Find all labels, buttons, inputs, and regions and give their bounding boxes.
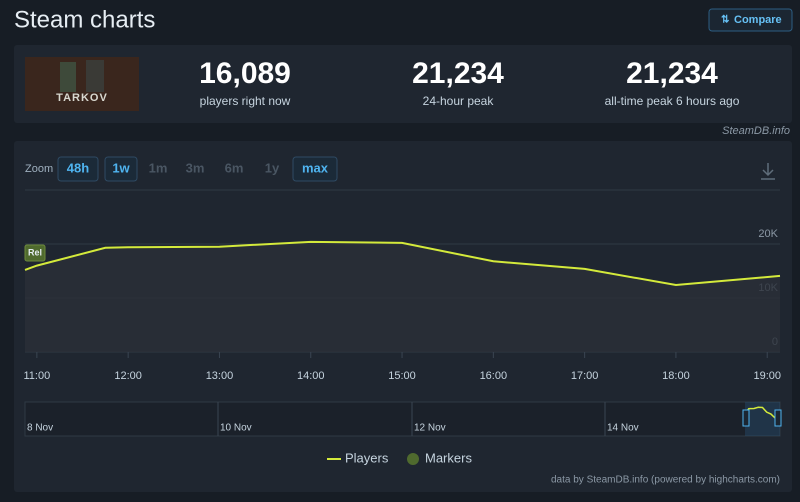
x-tick-label: 17:00 [571, 370, 599, 382]
game-image-text: TARKOV [56, 92, 108, 104]
x-tick-label: 14:00 [297, 370, 325, 382]
stat-label: players right now [200, 94, 291, 108]
legend-swatch [407, 453, 419, 465]
x-tick-label: 11:00 [24, 370, 51, 382]
x-tick-label: 15:00 [388, 370, 416, 382]
legend-label[interactable]: Markers [425, 450, 472, 465]
game-image-tint [25, 57, 139, 111]
zoom-option[interactable]: 1y [265, 160, 280, 175]
zoom-option[interactable]: 1w [112, 160, 130, 175]
zoom-button[interactable] [57, 156, 99, 182]
zoom-option[interactable]: 3m [186, 160, 205, 175]
navigator-label: 8 Nov [27, 423, 53, 434]
chart-credit[interactable]: data by SteamDB.info (powered by highcha… [551, 475, 780, 486]
navigator-handle[interactable] [742, 409, 750, 427]
x-tick-label: 16:00 [480, 370, 508, 382]
zoom-label: Zoom [25, 163, 53, 175]
series-line [24, 240, 781, 287]
compare-label[interactable]: Compare [734, 14, 782, 26]
page-title: Steam charts [14, 6, 155, 33]
marker-flag[interactable] [24, 244, 46, 262]
zoom-option[interactable]: max [302, 160, 329, 175]
stats-panel [14, 45, 792, 123]
navigator-label: 12 Nov [414, 423, 446, 434]
compare-icon: ⇅ [721, 15, 730, 26]
marker-label: Rel [28, 247, 42, 257]
zoom-button[interactable] [292, 156, 338, 182]
source-link[interactable]: SteamDB.info [722, 125, 790, 137]
chart: 010K20K11:0012:0013:0014:0015:0016:0017:… [24, 189, 782, 486]
stat-value: 21,234 [626, 57, 718, 90]
x-tick-label: 13:00 [206, 370, 234, 382]
x-tick-label: 19:00 [753, 370, 781, 382]
stat-label: all-time peak 6 hours ago [605, 94, 740, 108]
compare-button[interactable] [708, 8, 793, 32]
stat-value: 16,089 [199, 57, 291, 90]
navigator-label: 14 Nov [607, 423, 639, 434]
game-image [25, 57, 139, 111]
stats: 16,089 players right now 21,234 24-hour pea… [199, 57, 740, 108]
zoom-buttons: 48h 1w 1m 3m 6m 1y max [57, 156, 338, 182]
x-tick-label: 18:00 [662, 370, 690, 382]
zoom-option[interactable]: 6m [225, 160, 244, 175]
zoom-option[interactable]: 1m [149, 160, 168, 175]
game-image-figure [86, 60, 104, 92]
zoom-option[interactable]: 48h [67, 160, 89, 175]
stat-label: 24-hour peak [423, 94, 495, 108]
x-tick-label: 12:00 [114, 370, 142, 382]
zoom-button[interactable] [104, 156, 138, 182]
navigator-handle[interactable] [774, 409, 782, 427]
stat-value: 21,234 [412, 57, 504, 90]
download-icon[interactable] [761, 163, 775, 180]
legend-label[interactable]: Players [345, 450, 389, 465]
game-image-figure [60, 62, 76, 92]
y-tick-label: 20K [758, 228, 778, 240]
series-area [25, 241, 780, 352]
navigator-label: 10 Nov [220, 423, 252, 434]
navigator [24, 401, 781, 437]
